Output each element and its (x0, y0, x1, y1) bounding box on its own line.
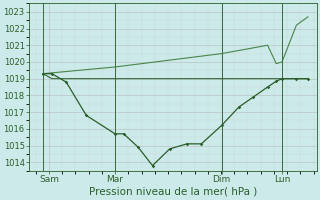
X-axis label: Pression niveau de la mer( hPa ): Pression niveau de la mer( hPa ) (89, 187, 257, 197)
